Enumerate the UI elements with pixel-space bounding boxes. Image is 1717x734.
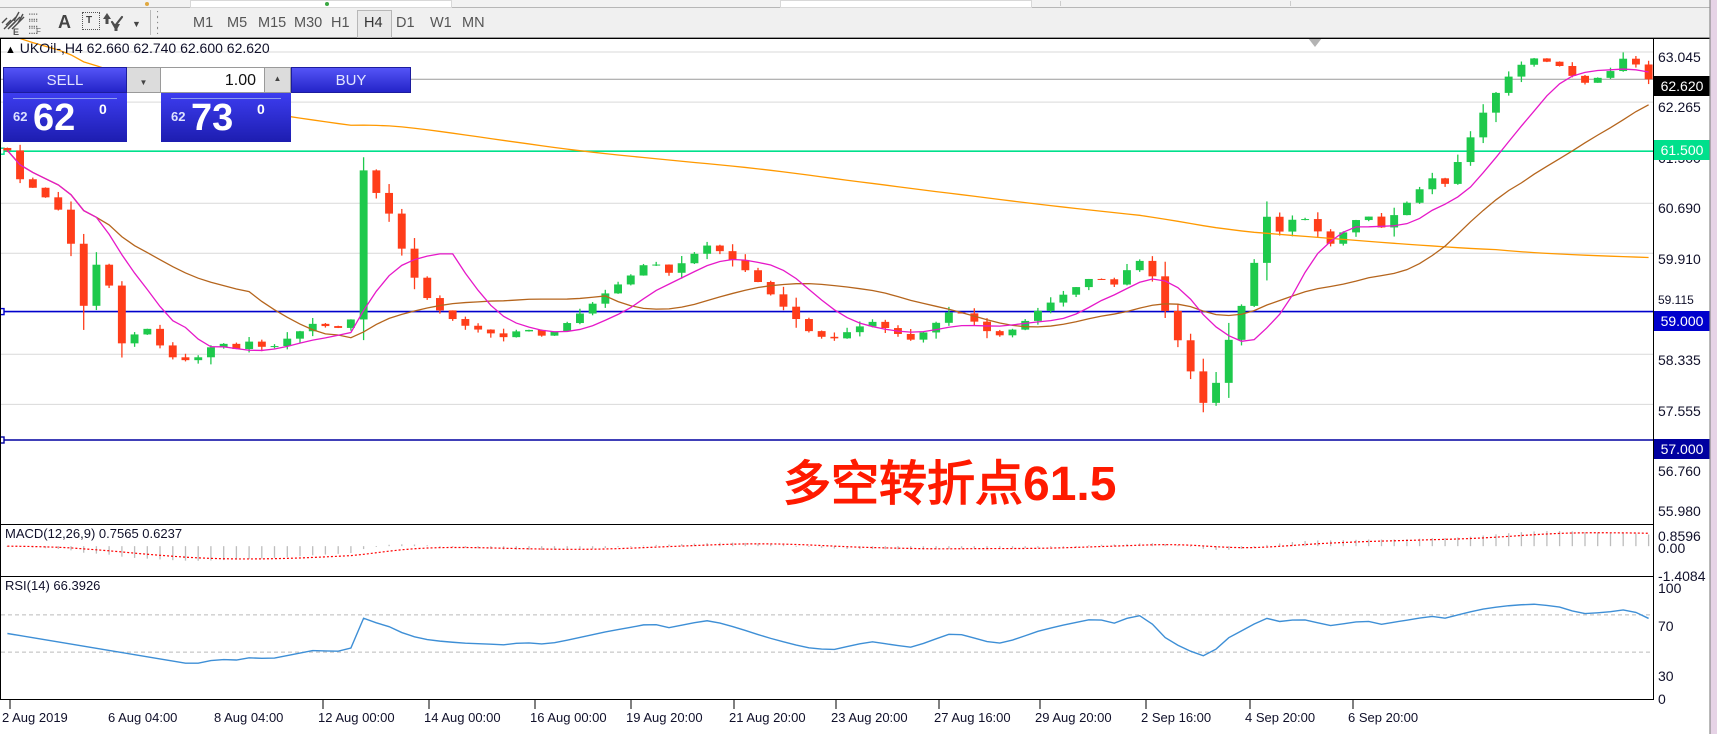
svg-text:E: E [13,27,19,36]
